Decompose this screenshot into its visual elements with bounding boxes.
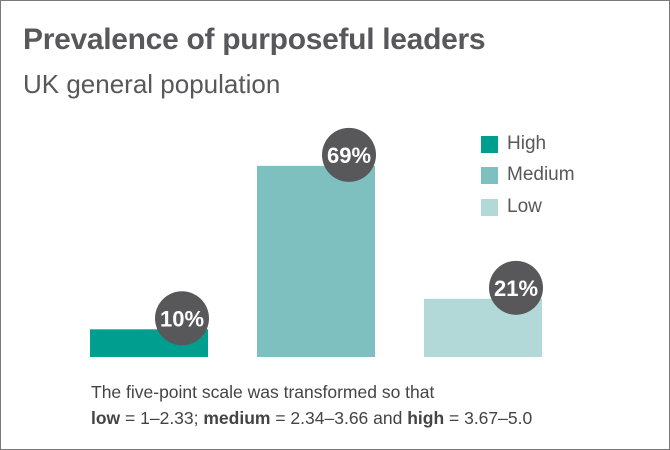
legend-swatch [481, 135, 498, 153]
note-medium-term: medium [203, 408, 271, 428]
legend-label: Low [507, 196, 542, 217]
data-label: 21% [494, 276, 538, 301]
note-line-1: The five-point scale was transformed so … [91, 382, 435, 402]
data-label: 10% [160, 306, 204, 331]
note-line-2: low = 1–2.33; medium = 2.34–3.66 and hig… [91, 405, 532, 431]
legend-swatch [481, 166, 498, 184]
chart-title: Prevalence of purposeful leaders [23, 23, 486, 56]
note-low-range: = 1–2.33; [120, 408, 204, 428]
data-label-bubble [489, 260, 543, 315]
legend-item-low: Low [481, 196, 542, 217]
scale-note: The five-point scale was transformed so … [91, 379, 532, 431]
legend-swatch [481, 198, 498, 216]
chart-subtitle: UK general population [23, 69, 281, 99]
legend-label: Medium [507, 164, 575, 185]
data-label: 69% [327, 143, 371, 168]
legend-item-high: High [481, 133, 547, 154]
legend-label: High [507, 133, 547, 154]
data-label-bubble [322, 127, 376, 182]
note-high-term: high [407, 408, 445, 428]
note-high-range: = 3.67–5.0 [444, 408, 533, 428]
data-label-bubble [155, 291, 209, 346]
note-low-term: low [91, 408, 121, 428]
bar-medium [257, 165, 375, 357]
legend-item-medium: Medium [481, 164, 575, 185]
note-medium-range: = 2.34–3.66 and [270, 408, 408, 428]
